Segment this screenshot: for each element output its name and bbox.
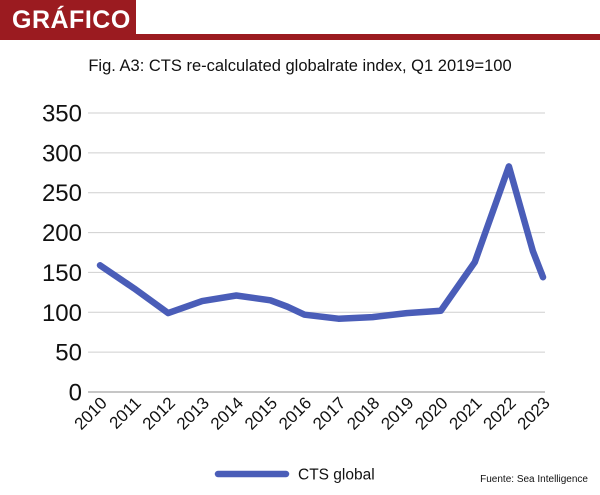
data-point <box>532 250 534 252</box>
x-tick-label: 2015 <box>241 393 281 433</box>
x-tick-label: 2020 <box>411 393 451 433</box>
data-point <box>269 299 271 301</box>
data-point <box>406 312 408 314</box>
series-lines <box>96 163 547 322</box>
y-tick-label: 300 <box>42 140 82 167</box>
data-point <box>337 318 340 320</box>
x-tick-label: 2012 <box>139 393 179 433</box>
data-point <box>508 165 510 167</box>
source-note: Fuente: Sea Intelligence <box>480 474 588 485</box>
data-point <box>201 300 203 302</box>
data-point <box>133 287 135 289</box>
x-tick-label: 2018 <box>343 393 383 433</box>
series-line-0 <box>96 163 547 322</box>
x-tick-label: 2016 <box>275 393 315 433</box>
x-tick-label: 2017 <box>309 393 349 433</box>
x-tick-label: 2021 <box>445 393 485 433</box>
y-tick-labels: 0 50 100 150 200 250 300 350 <box>42 101 82 407</box>
header-rule <box>0 34 600 40</box>
x-tick-label: 2019 <box>377 393 417 433</box>
legend: CTS global <box>214 467 375 484</box>
data-point <box>474 261 476 263</box>
data-point <box>99 264 101 266</box>
y-tick-label: 150 <box>42 260 82 287</box>
chart-title: Fig. A3: CTS re-calculated globalrate in… <box>88 57 512 75</box>
data-point <box>440 310 442 312</box>
y-tick-label: 50 <box>55 340 82 367</box>
data-point <box>542 276 544 278</box>
header-tab <box>0 0 136 40</box>
data-point <box>235 294 237 297</box>
y-tick-label: 0 <box>69 380 82 407</box>
data-point <box>372 316 374 318</box>
header-band: GRÁFICO 1 <box>0 0 600 40</box>
x-tick-labels: 2010201120122013201420152016201720182019… <box>71 393 554 433</box>
legend-label: CTS global <box>298 467 375 484</box>
y-tick-label: 250 <box>42 180 82 207</box>
x-tick-label: 2014 <box>207 393 247 433</box>
x-tick-label: 2022 <box>480 393 520 433</box>
y-tick-label: 100 <box>42 300 82 327</box>
data-point <box>167 312 169 314</box>
data-point <box>286 306 288 308</box>
x-tick-label: 2011 <box>106 393 145 432</box>
data-point <box>303 314 306 316</box>
y-tick-label: 200 <box>42 220 82 247</box>
x-tick-label: 2013 <box>173 393 213 433</box>
y-tick-label: 350 <box>42 101 82 128</box>
x-tick-label: 2023 <box>514 393 554 433</box>
header-label: GRÁFICO 1 <box>12 6 153 34</box>
